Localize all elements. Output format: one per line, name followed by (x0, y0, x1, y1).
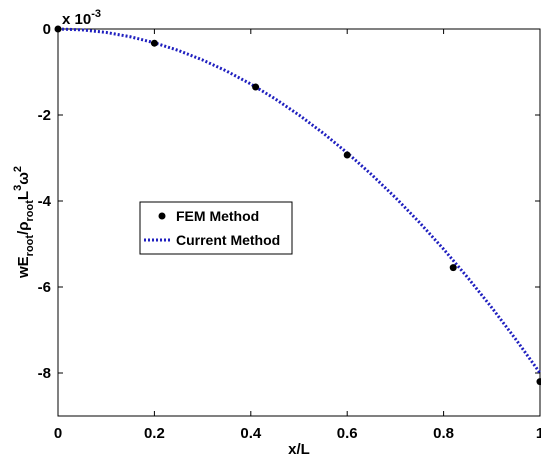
x-axis-title: x/L (288, 441, 310, 457)
y-title-sub1: root (24, 235, 36, 257)
legend-current-label: Current Method (176, 232, 280, 248)
x-tick-label: 1 (536, 425, 541, 442)
x-tick-label: 0.8 (433, 425, 454, 442)
series-layer (54, 25, 541, 386)
y-multiplier-exponent: -3 (91, 8, 101, 20)
x-tick-label: 0.6 (337, 425, 358, 442)
x-tick-label: 0.2 (144, 425, 165, 442)
y-title-mid: /ρ (15, 221, 32, 234)
y-axis-multiplier: x 10-3 (62, 8, 101, 28)
legend-box (139, 201, 293, 255)
legend-fem-marker (158, 212, 166, 220)
y-axis-ticks: 0 -2 -4 -6 -8 (38, 21, 540, 382)
y-multiplier-base: x 10 (62, 11, 91, 28)
legend: FEM Method Current Method (139, 201, 293, 255)
y-tick-label: -8 (38, 365, 51, 382)
y-tick-label: -2 (38, 107, 51, 124)
y-title-base2: L (15, 191, 32, 200)
y-title-base: wE (15, 256, 32, 279)
y-title-sub2: root (24, 200, 36, 222)
y-tick-label: -6 (38, 279, 51, 296)
x-tick-label: 0.4 (240, 425, 262, 442)
y-tick-label: 0 (43, 21, 51, 38)
fem-data-point (536, 378, 541, 386)
plot-area (57, 28, 541, 417)
y-title-omega: ω (15, 172, 32, 185)
x-axis-ticks: 0 0.2 0.4 0.6 0.8 1 (54, 29, 541, 442)
fem-data-point (252, 83, 260, 91)
y-title-sup1: 3 (12, 185, 24, 191)
fem-data-point (449, 264, 457, 272)
y-tick-label: -4 (38, 193, 52, 210)
x-tick-label: 0 (54, 425, 62, 442)
fem-data-point (150, 39, 158, 47)
series-line-current-method (57, 27, 541, 374)
legend-fem-label: FEM Method (176, 208, 259, 224)
y-axis-title: wEroot/ρrootL3ω2 (12, 166, 36, 279)
y-title-sup2: 2 (12, 166, 24, 172)
fem-data-point (54, 25, 62, 33)
fem-data-point (343, 151, 351, 159)
